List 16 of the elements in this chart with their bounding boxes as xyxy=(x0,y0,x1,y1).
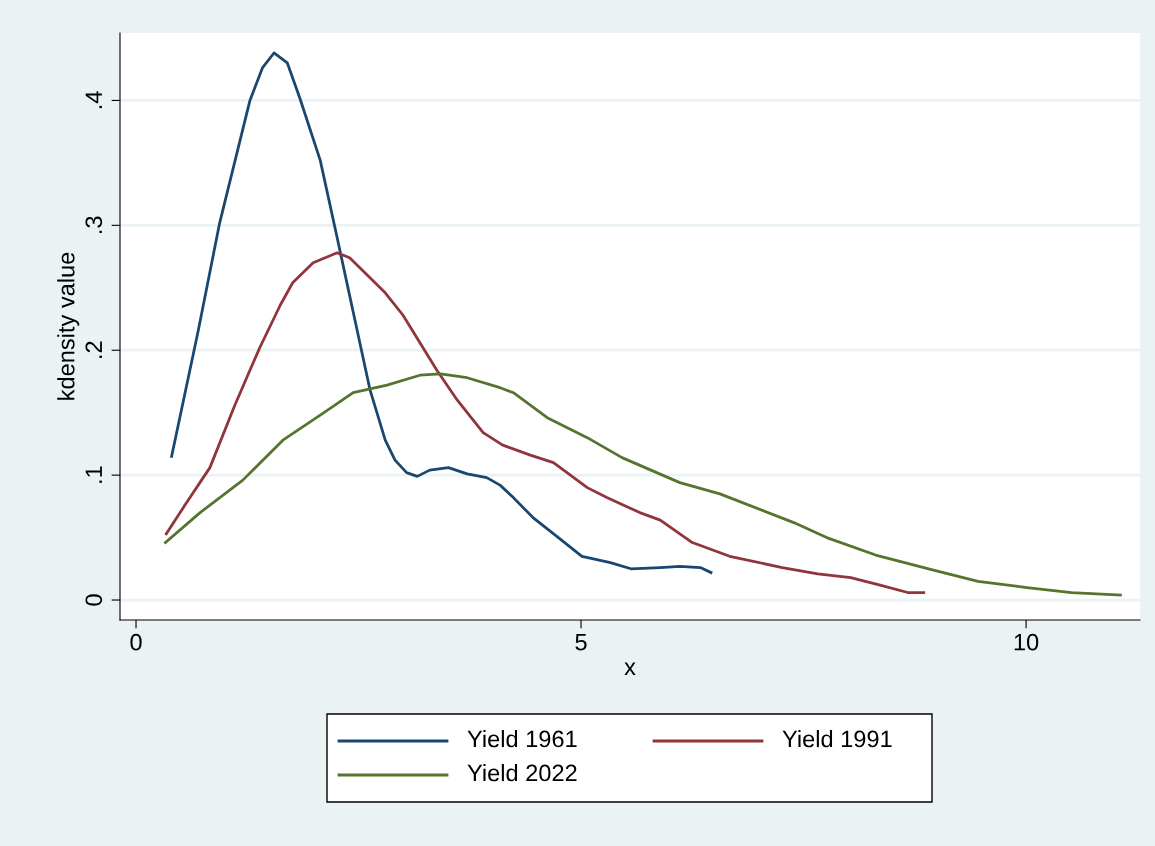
y-tick-label: .2 xyxy=(85,341,102,358)
line-series xyxy=(164,251,926,594)
legend-label: Yield 2022 xyxy=(467,764,577,782)
y-tick-label: .3 xyxy=(85,216,103,234)
y-tick-label: 0 xyxy=(85,594,103,606)
x-tick-label: 10 xyxy=(1014,633,1039,651)
y-tick-label: .1 xyxy=(85,466,102,483)
x-tick-label: 5 xyxy=(575,634,587,651)
legend-label: Yield 1961 xyxy=(467,729,577,748)
y-axis-title: kdensity value xyxy=(57,252,80,400)
line-series xyxy=(170,51,713,574)
x-axis-title: x xyxy=(624,662,636,676)
line-series xyxy=(164,372,1122,597)
x-tick-label: 0 xyxy=(130,633,142,651)
y-tick-label: .4 xyxy=(85,91,102,109)
legend-label: Yield 1991 xyxy=(782,729,892,748)
